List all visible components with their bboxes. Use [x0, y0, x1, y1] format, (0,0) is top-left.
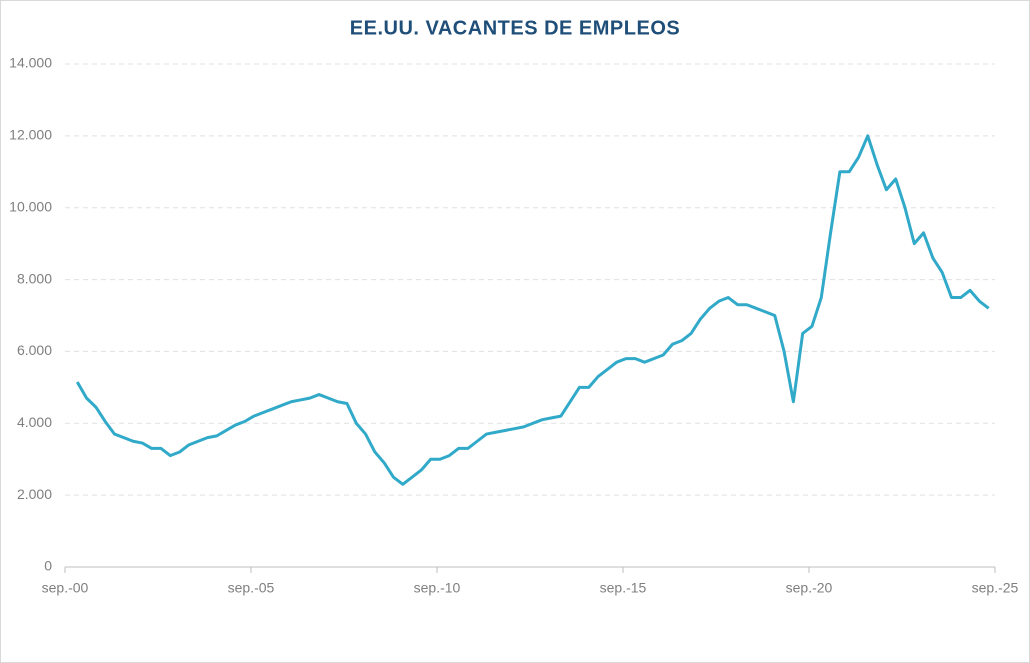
chart-title: EE.UU. VACANTES DE EMPLEOS	[350, 17, 680, 39]
x-tick-label: sep.-20	[786, 580, 833, 596]
y-tick-label: 10.000	[9, 198, 52, 214]
x-tick-label: sep.-15	[600, 580, 647, 596]
x-tick-label: sep.-10	[414, 580, 461, 596]
y-tick-label: 4.000	[17, 414, 52, 430]
y-tick-label: 14.000	[9, 55, 52, 71]
y-tick-label: 12.000	[9, 127, 52, 143]
y-tick-label: 8.000	[17, 270, 52, 286]
y-tick-label: 0	[44, 558, 52, 574]
x-tick-label: sep.-25	[972, 580, 1019, 596]
y-tick-label: 6.000	[17, 342, 52, 358]
data-line	[75, 134, 990, 486]
x-tick-label: sep.-05	[228, 580, 275, 596]
x-tick-label: sep.-00	[42, 580, 89, 596]
y-tick-label: 2.000	[17, 486, 52, 502]
